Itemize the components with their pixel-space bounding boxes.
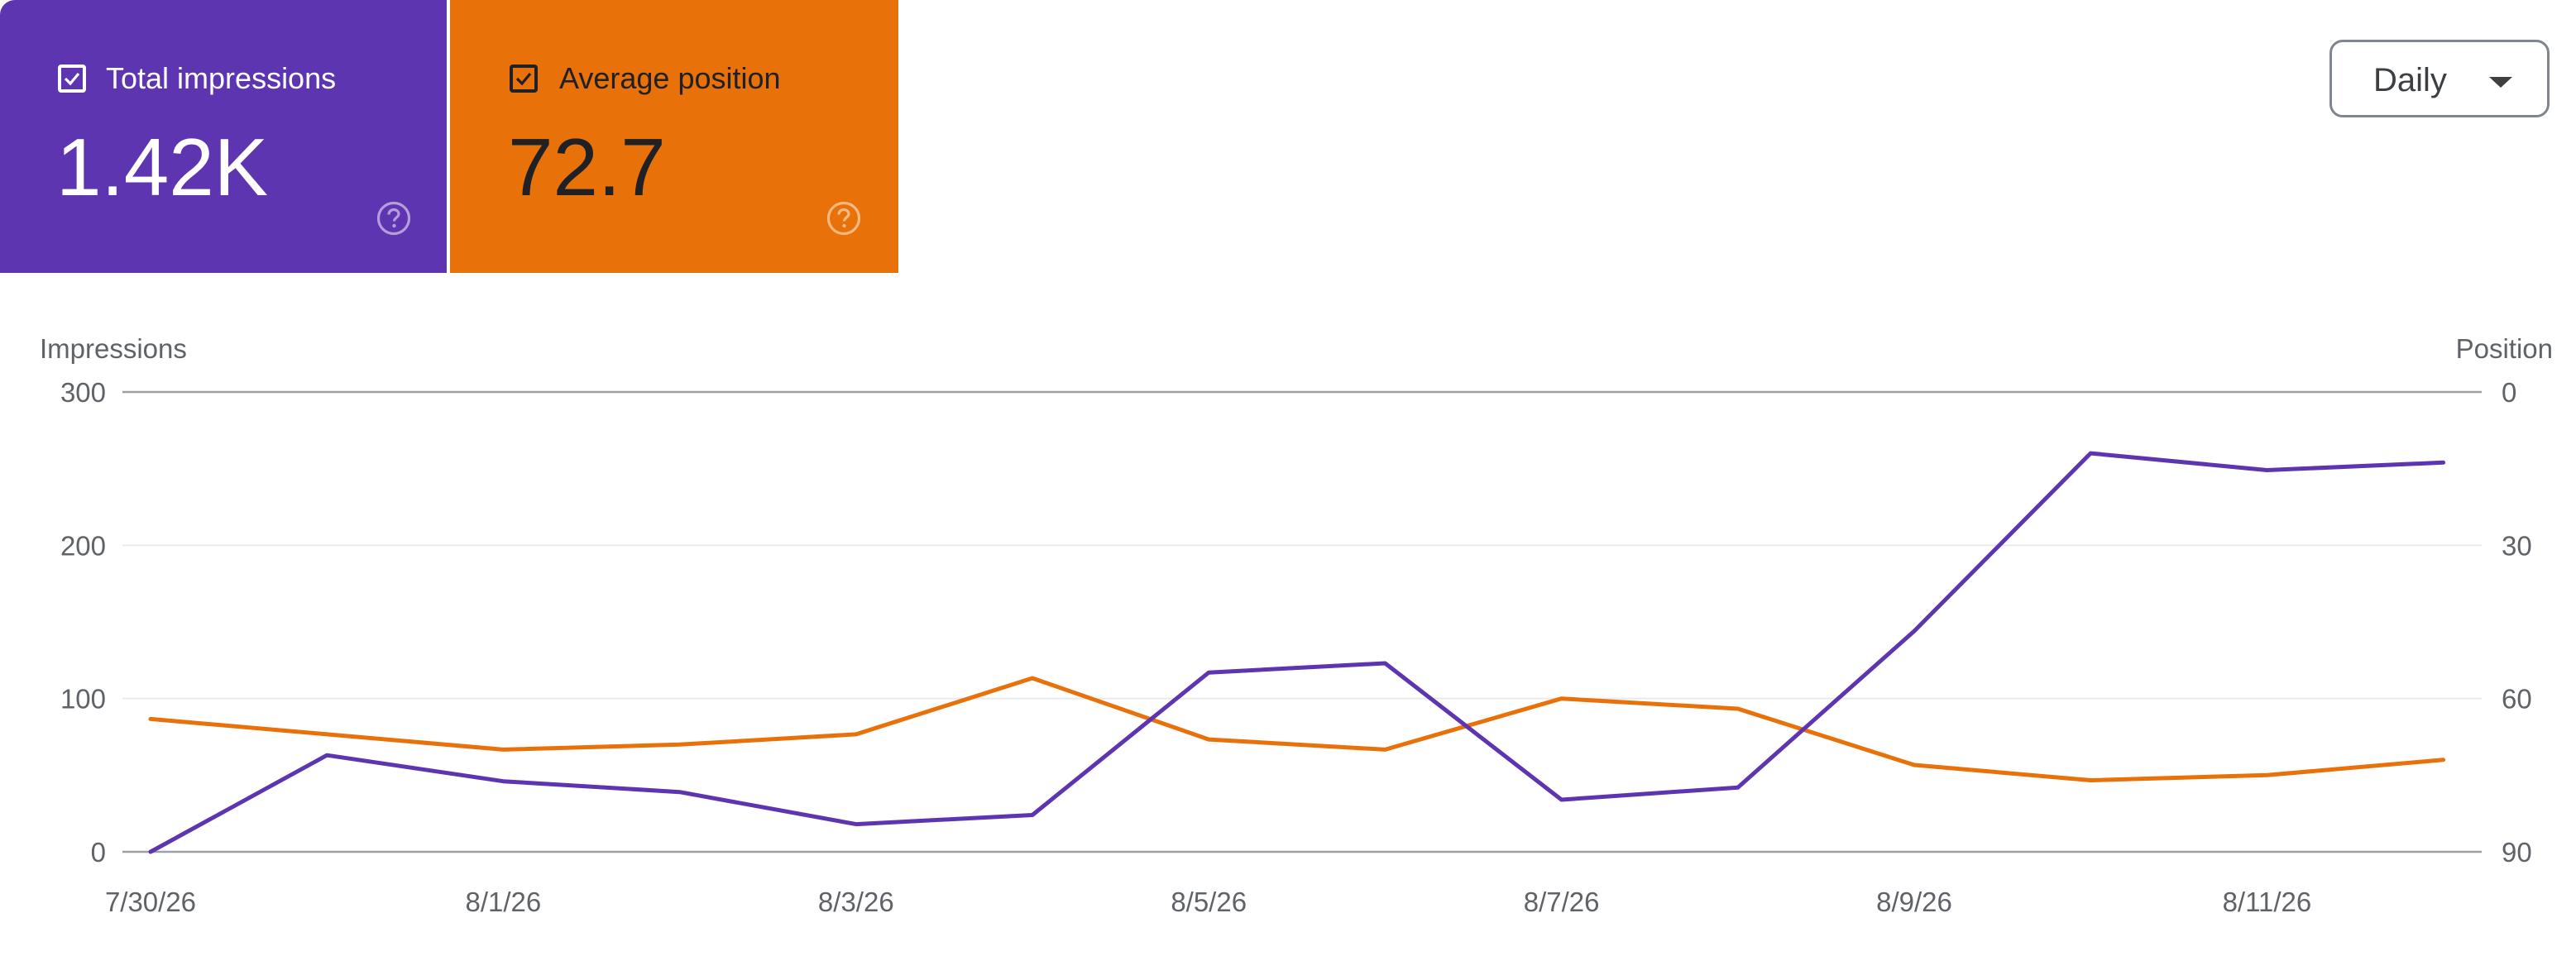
caret-down-icon (2489, 77, 2512, 88)
impressions-series-line (148, 451, 2446, 854)
position-value: 72.7 (508, 122, 666, 213)
help-icon[interactable] (826, 200, 862, 237)
granularity-selected-label: Daily (2373, 62, 2447, 98)
left-axis-title: Impressions (40, 333, 187, 364)
gridlines (122, 390, 2482, 853)
x-tick-label: 8/9/26 (1876, 887, 1952, 917)
position-metric-card[interactable]: Average position 72.7 (450, 0, 898, 273)
help-icon[interactable] (376, 200, 412, 237)
x-tick-label: 8/7/26 (1524, 887, 1600, 917)
right-tick-label: 30 (2502, 530, 2532, 561)
x-tick-label: 8/11/26 (2223, 887, 2312, 917)
impressions-metric-card[interactable]: Total impressions 1.42K (0, 0, 447, 273)
axis-ticks: 300 200 100 0 0 30 60 90 7/30/26 8/1/26 8/3/26 8/5/… (60, 377, 2532, 917)
checkbox-checked-icon[interactable] (58, 65, 86, 93)
series-lines (148, 451, 2446, 854)
impressions-value: 1.42K (56, 122, 269, 213)
position-label: Average position (559, 61, 781, 95)
x-tick-label: 8/1/26 (466, 887, 542, 917)
left-tick-label: 300 (60, 377, 106, 408)
position-series-line (148, 676, 2446, 782)
x-tick-label: 8/3/26 (818, 887, 894, 917)
left-tick-label: 100 (60, 684, 106, 715)
right-axis-title: Position (2456, 333, 2553, 364)
x-tick-label: 8/5/26 (1171, 887, 1247, 917)
left-tick-label: 0 (91, 837, 106, 868)
right-tick-label: 90 (2502, 837, 2532, 868)
impressions-label: Total impressions (106, 61, 337, 95)
right-tick-label: 60 (2502, 684, 2532, 715)
left-tick-label: 200 (60, 530, 106, 561)
right-tick-label: 0 (2502, 377, 2516, 408)
granularity-dropdown[interactable]: Daily (2329, 40, 2550, 117)
x-tick-label: 7/30/26 (105, 887, 196, 917)
checkbox-checked-icon[interactable] (510, 65, 538, 93)
